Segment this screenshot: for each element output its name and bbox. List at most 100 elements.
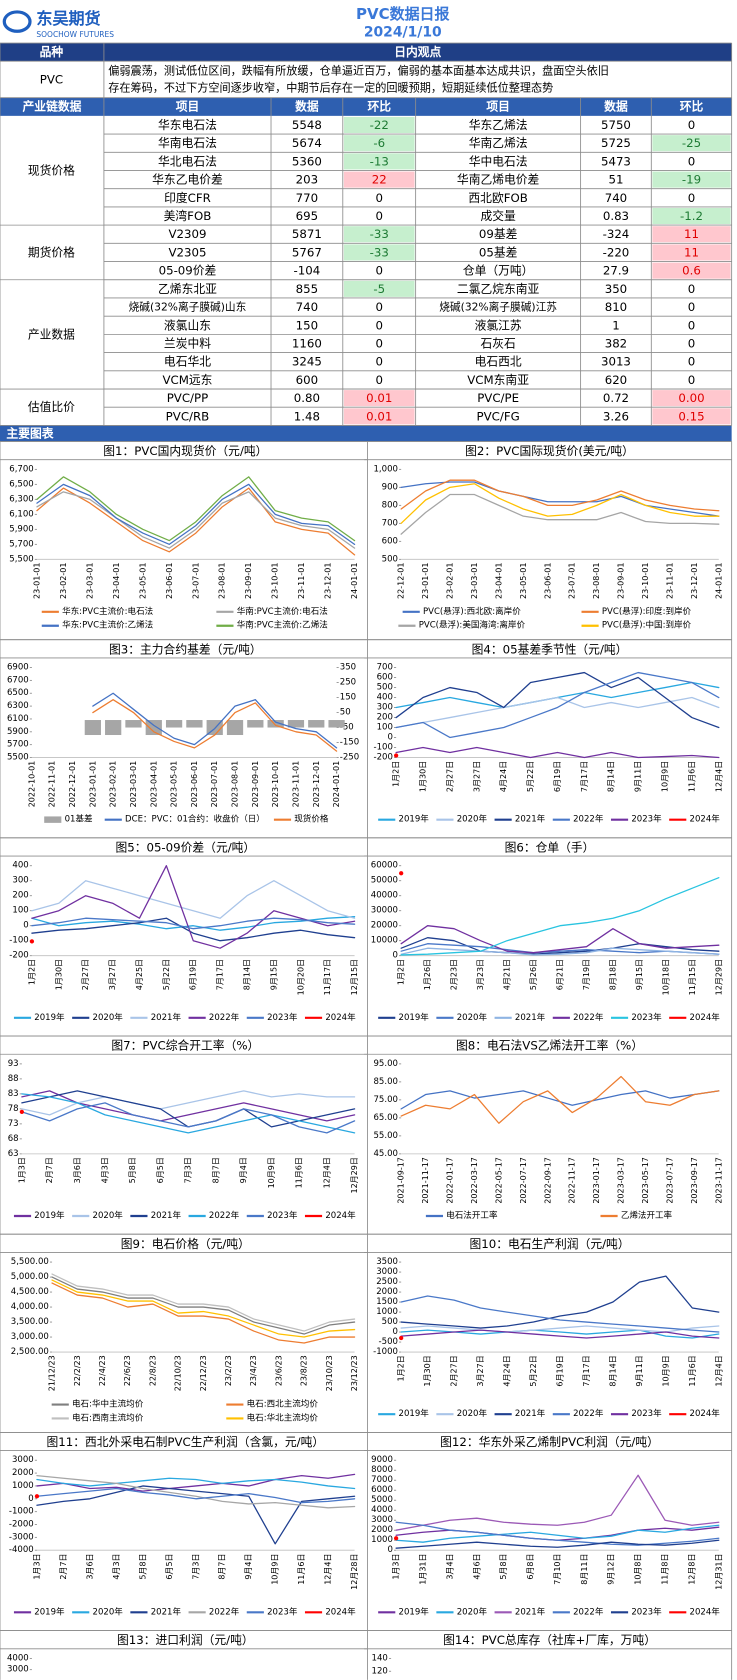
x-tick-label: 1月2日 bbox=[27, 959, 36, 985]
x-tick-label: 2022-07-17 bbox=[519, 1157, 528, 1204]
legend-label: 01基差 bbox=[65, 813, 93, 825]
table-cell: 华东电石法 bbox=[158, 118, 217, 132]
y-tick-label: -200 bbox=[374, 753, 393, 763]
figure-title: 图4：05基差季节性（元/吨） bbox=[472, 642, 628, 656]
x-tick-label: 2023-07-17 bbox=[665, 1157, 674, 1204]
x-tick-label: 23/8/23 bbox=[300, 1355, 309, 1386]
x-tick-label: 5月22日 bbox=[162, 959, 171, 990]
table-cell: -220 bbox=[603, 245, 630, 259]
y-tick-label: 5,900 bbox=[9, 524, 33, 534]
column-header: 环比 bbox=[367, 100, 391, 114]
table-cell: 华中电石法 bbox=[469, 154, 528, 168]
figure-title: 图2：PVC国际现货价(美元/吨） bbox=[465, 444, 634, 458]
table-cell: -22 bbox=[370, 118, 389, 132]
x-tick-label: 7月19日 bbox=[582, 959, 591, 990]
x-tick-label: 8月7日 bbox=[211, 1157, 220, 1183]
bar bbox=[145, 720, 162, 736]
legend-label: 2021年 bbox=[515, 1605, 546, 1617]
x-tick-label: 23/2/23 bbox=[224, 1355, 233, 1386]
report-title: PVC数据日报 bbox=[356, 5, 450, 23]
legend-label: PVC(悬浮):美国海湾:离岸价 bbox=[419, 619, 526, 631]
x-tick-label: 2023-03-01 bbox=[129, 761, 138, 808]
table-cell: 05基差 bbox=[479, 245, 518, 259]
series-line bbox=[400, 1329, 720, 1339]
x-tick-label: 2022-11-17 bbox=[568, 1157, 577, 1204]
legend-label: 2024年 bbox=[325, 1605, 356, 1617]
x-tick-label: 6月5日 bbox=[165, 1553, 174, 1579]
bar bbox=[308, 720, 325, 728]
x-tick-label: 2022-11-01 bbox=[48, 761, 57, 808]
x-tick-label: 2021-11-17 bbox=[421, 1157, 430, 1204]
legend-label: 2019年 bbox=[34, 1605, 65, 1617]
section-label: 估值比价 bbox=[28, 400, 75, 414]
x-tick-label: 2月7日 bbox=[45, 1157, 54, 1183]
legend-label: 2020年 bbox=[457, 813, 488, 825]
legend-label: 华南:PVC主流价:乙烯法 bbox=[237, 619, 329, 631]
y-tick-label: 5,500 bbox=[9, 554, 33, 564]
y-tick-label: 900 bbox=[382, 482, 398, 492]
x-tick-label: 2023-07-01 bbox=[210, 761, 219, 808]
table-cell: 液氯江苏 bbox=[475, 318, 522, 332]
y-tick-label: 60000 bbox=[371, 861, 398, 871]
legend-label: 2020年 bbox=[93, 1209, 124, 1221]
figure-title: 图6：仓单（手） bbox=[505, 840, 595, 854]
x-tick-label: 1月30日 bbox=[423, 1355, 432, 1386]
x-tick-label: 4月3日 bbox=[101, 1157, 110, 1183]
x-tick-label: 23-04-01 bbox=[112, 563, 121, 599]
legend-label: 华东:PVC主流价:电石法 bbox=[62, 605, 154, 617]
table-cell: PVC/PE bbox=[477, 391, 519, 405]
x-tick-label: 3月23日 bbox=[476, 959, 485, 990]
table-cell: 乙烯东北亚 bbox=[158, 282, 217, 296]
legend-label: 2023年 bbox=[267, 1209, 298, 1221]
x-tick-label: 23-07-01 bbox=[568, 563, 577, 599]
legend-label: 2022年 bbox=[209, 1011, 240, 1023]
figure-title: 图7：PVC综合开工率（%） bbox=[111, 1039, 259, 1053]
x-tick-label: 22/12/23 bbox=[199, 1355, 208, 1391]
table-cell: 印度CFR bbox=[164, 191, 211, 205]
legend-label: 2022年 bbox=[573, 1011, 604, 1023]
figure-title: 图13：进口利润（元/吨） bbox=[117, 1633, 254, 1647]
legend-label: 现货价格 bbox=[294, 813, 329, 825]
x-tick-label: 1月3日 bbox=[32, 1553, 41, 1579]
column-header: 数据 bbox=[604, 100, 628, 114]
table-cell: -324 bbox=[603, 227, 630, 241]
y-tick-label: -4000 bbox=[9, 1545, 34, 1555]
y-tick-label: 600 bbox=[382, 536, 398, 546]
y-tick-label: 6500 bbox=[7, 688, 29, 698]
y-tick-label: 6100 bbox=[7, 714, 29, 724]
figure-title: 图14：PVC总库存（社库+厂库，万吨） bbox=[443, 1633, 656, 1647]
y-tick-label: 1,000 bbox=[373, 464, 397, 474]
x-tick-label: 2月27日 bbox=[445, 761, 454, 792]
table-cell: 华南乙烯法 bbox=[469, 136, 528, 150]
x-tick-label: 5月26日 bbox=[529, 959, 538, 990]
y-tick-label: 6900 bbox=[7, 663, 29, 673]
table-cell: 0.01 bbox=[366, 409, 392, 423]
x-tick-label: 10月9日 bbox=[661, 1355, 670, 1386]
y-tick-label: -2000 bbox=[9, 1520, 34, 1530]
view-header-band bbox=[0, 43, 732, 62]
table-cell: 成交量 bbox=[480, 209, 516, 223]
table-cell: 0.01 bbox=[366, 391, 392, 405]
table-cell: 3013 bbox=[601, 355, 631, 369]
figure-title: 图1：PVC国内现货价（元/吨） bbox=[103, 444, 267, 458]
cell-highlight bbox=[343, 116, 415, 133]
table-cell: 855 bbox=[296, 282, 318, 296]
legend-label: 电石法开工率 bbox=[446, 1209, 498, 1221]
series-line bbox=[395, 1539, 720, 1549]
legend-label: PVC(悬浮):印度:到岸价 bbox=[602, 605, 692, 617]
x-tick-label: 9月4日 bbox=[244, 1553, 253, 1579]
x-tick-label: 6月21日 bbox=[555, 959, 564, 990]
legend-label: 2024年 bbox=[325, 1011, 356, 1023]
y-tick-label: 120 bbox=[372, 1666, 388, 1676]
x-tick-label: 23-09-01 bbox=[244, 563, 253, 599]
x-tick-label: 2月27日 bbox=[81, 959, 90, 990]
x-tick-label: 22/6/23 bbox=[123, 1355, 132, 1386]
table-cell: 0 bbox=[375, 373, 382, 387]
x-tick-label: 1月3日 bbox=[392, 1553, 401, 1579]
y-tick-label: -1000 bbox=[9, 1507, 34, 1517]
table-cell: 0 bbox=[688, 336, 695, 350]
y-tick-label: 2000 bbox=[376, 1287, 398, 1297]
table-cell: 烧碱(32%离子膜碱)江苏 bbox=[439, 301, 557, 314]
series-line bbox=[36, 487, 356, 556]
y2-tick-label: -50 bbox=[340, 723, 354, 733]
